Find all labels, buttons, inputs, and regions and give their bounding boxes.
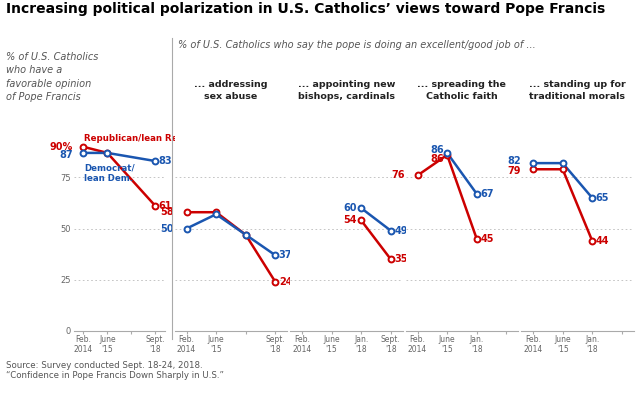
Point (181, 209, 191, 215)
Point (241, 231, 251, 238)
Text: 67: 67 (480, 189, 493, 199)
Point (557, 166, 568, 172)
Point (587, 238, 597, 244)
Text: 24: 24 (279, 277, 292, 287)
Point (472, 190, 482, 197)
Text: ... spreading the
Catholic faith: ... spreading the Catholic faith (417, 80, 506, 101)
Point (557, 160, 568, 166)
Point (528, 166, 538, 172)
Text: Republican/lean Rep.: Republican/lean Rep. (84, 134, 188, 143)
Text: ... standing up for
traditional morals: ... standing up for traditional morals (529, 80, 626, 101)
Text: 35: 35 (394, 254, 408, 264)
Text: 87: 87 (60, 150, 73, 160)
Text: Democrat/
lean Dem.: Democrat/ lean Dem. (84, 163, 135, 183)
Point (211, 209, 221, 215)
Text: 90%: 90% (50, 142, 73, 152)
Point (412, 172, 422, 178)
Text: 60: 60 (343, 203, 356, 213)
Point (356, 205, 366, 211)
Point (386, 256, 396, 263)
Point (528, 160, 538, 166)
Point (150, 203, 161, 209)
Point (442, 150, 452, 156)
Point (78, 150, 88, 156)
Point (587, 195, 597, 201)
Text: 86: 86 (430, 145, 444, 155)
Point (150, 158, 161, 164)
Point (78, 144, 88, 150)
Point (356, 217, 366, 224)
Text: 49: 49 (394, 226, 408, 236)
Text: 61: 61 (158, 201, 172, 211)
Point (181, 225, 191, 232)
Text: 50: 50 (161, 224, 174, 233)
Point (102, 150, 113, 156)
Text: 83: 83 (158, 156, 172, 166)
Text: 58: 58 (161, 207, 174, 217)
Text: ... addressing
sex abuse: ... addressing sex abuse (194, 80, 268, 101)
Point (386, 227, 396, 234)
Text: % of U.S. Catholics who say the pope is doing an excellent/good job of ...: % of U.S. Catholics who say the pope is … (178, 40, 536, 50)
Text: 45: 45 (480, 234, 493, 244)
Point (270, 252, 280, 258)
Text: 44: 44 (596, 236, 609, 246)
Text: 82: 82 (507, 156, 521, 166)
Point (102, 150, 113, 156)
Point (270, 279, 280, 285)
Point (211, 211, 221, 217)
Text: % of U.S. Catholics
who have a
favorable opinion
of Pope Francis: % of U.S. Catholics who have a favorable… (6, 52, 99, 102)
Text: 37: 37 (279, 250, 292, 260)
Text: 76: 76 (392, 170, 405, 180)
Text: 65: 65 (596, 193, 609, 203)
Text: ... appointing new
bishops, cardinals: ... appointing new bishops, cardinals (298, 80, 395, 101)
Point (472, 236, 482, 242)
Text: 54: 54 (343, 215, 356, 225)
Point (442, 152, 452, 158)
Text: Source: Survey conducted Sept. 18-24, 2018.
“Confidence in Pope Francis Down Sha: Source: Survey conducted Sept. 18-24, 20… (6, 361, 225, 380)
Text: 79: 79 (507, 166, 521, 176)
Text: 86: 86 (430, 154, 444, 164)
Text: Increasing political polarization in U.S. Catholics’ views toward Pope Francis: Increasing political polarization in U.S… (6, 2, 605, 16)
Point (241, 231, 251, 238)
